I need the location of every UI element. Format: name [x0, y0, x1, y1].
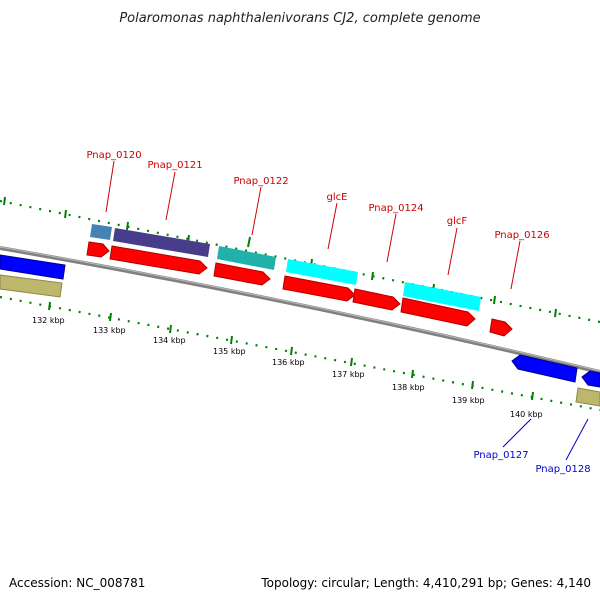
cds-arrow[interactable]: [213, 262, 271, 286]
inner-major-ticks: [48, 301, 534, 401]
feature-khaki-right[interactable]: [575, 387, 600, 407]
feature-khaki-left[interactable]: [0, 274, 63, 298]
genome-backbone-highlight: [0, 246, 600, 372]
reverse-feature-track: [0, 254, 600, 407]
gene-label-glcf[interactable]: glcF: [447, 216, 468, 227]
gene-label-pnap-0121[interactable]: Pnap_0121: [147, 160, 202, 171]
accession-text: Accession: NC_008781: [9, 576, 145, 590]
cds-arrow[interactable]: [282, 275, 356, 302]
feature-blue-arrow[interactable]: [511, 354, 578, 383]
feature-steelblue[interactable]: [90, 224, 112, 240]
outer-gc-track: [0, 196, 600, 324]
tick-label: 139 kbp: [452, 396, 485, 405]
gene-label-glce[interactable]: glcE: [327, 192, 348, 203]
forward-leader-lines: [105, 160, 521, 290]
gene-label-pnap-0120[interactable]: Pnap_0120: [86, 150, 141, 161]
tick-label: 136 kbp: [272, 358, 305, 367]
feature-cyan-1[interactable]: [286, 259, 358, 285]
feature-blue-left[interactable]: [0, 254, 66, 280]
cds-arrow[interactable]: [489, 318, 513, 337]
reverse-labels: Pnap_0127 Pnap_0128: [473, 450, 590, 475]
forward-labels: Pnap_0120 Pnap_0121 Pnap_0122 glcE Pnap_…: [86, 150, 549, 241]
tick-label: 140 kbp: [510, 410, 543, 419]
tick-label: 134 kbp: [153, 336, 186, 345]
feature-lightseagreen[interactable]: [217, 246, 276, 270]
gene-label-pnap-0122[interactable]: Pnap_0122: [233, 176, 288, 187]
gene-label-pnap-0128[interactable]: Pnap_0128: [535, 464, 590, 475]
cds-arrow[interactable]: [400, 297, 476, 327]
cds-arrow[interactable]: [86, 241, 110, 258]
feature-blue-right[interactable]: [581, 370, 600, 388]
tick-label: 133 kbp: [93, 326, 126, 335]
cds-arrow[interactable]: [352, 288, 401, 311]
genome-backbone: [0, 246, 600, 374]
feature-darkslateblue[interactable]: [113, 228, 210, 257]
reverse-leader-lines: [502, 418, 589, 461]
inner-ruler-track: [0, 295, 600, 412]
tick-label: 138 kbp: [392, 383, 425, 392]
feature-cyan-2[interactable]: [403, 282, 481, 311]
map-title: Polaromonas naphthalenivorans CJ2, compl…: [119, 11, 480, 26]
tick-label: 137 kbp: [332, 370, 365, 379]
gene-label-pnap-0126[interactable]: Pnap_0126: [494, 230, 549, 241]
forward-cds-track: [86, 241, 513, 337]
tick-label: 132 kbp: [32, 316, 65, 325]
gene-label-pnap-0124[interactable]: Pnap_0124: [368, 203, 423, 214]
gene-label-pnap-0127[interactable]: Pnap_0127: [473, 450, 528, 461]
inner-dotted-line: [0, 295, 600, 412]
tick-label: 135 kbp: [213, 347, 246, 356]
outer-dotted-line: [0, 199, 600, 324]
cds-arrow[interactable]: [109, 245, 208, 275]
forward-feature-track: [90, 224, 481, 311]
kbp-labels: 132 kbp 133 kbp 134 kbp 135 kbp 136 kbp …: [32, 316, 543, 419]
genome-summary-text: Topology: circular; Length: 4,410,291 bp…: [260, 576, 591, 590]
